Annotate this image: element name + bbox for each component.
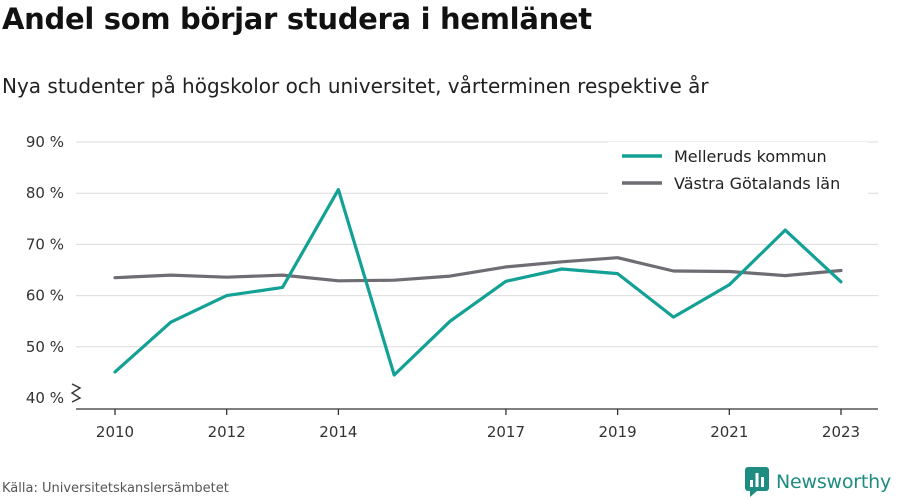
- x-tick-label: 2012: [208, 423, 246, 441]
- legend-label: Melleruds kommun: [674, 147, 827, 166]
- brand-logo: Newsworthy: [745, 466, 891, 498]
- y-tick-label: 80 %: [26, 184, 64, 202]
- x-tick-label: 2021: [710, 423, 748, 441]
- y-tick-label: 70 %: [26, 235, 64, 253]
- chart-subtitle: Nya studenter på högskolor och universit…: [2, 74, 709, 98]
- legend-background: [608, 142, 868, 204]
- series-line-vastra-gotalands-lan: [113, 256, 843, 283]
- x-axis-labels: 2010 2012 2014 2017 2019 2021 2023: [96, 423, 860, 441]
- x-axis: [76, 408, 878, 415]
- bar-chart-logo-icon: [745, 467, 769, 497]
- x-tick-label: 2019: [599, 423, 637, 441]
- series-line-melleruds-kommun: [113, 188, 843, 377]
- x-tick-label: 2010: [96, 423, 134, 441]
- brand-name: Newsworthy: [776, 471, 892, 493]
- y-tick-label: 90 %: [26, 133, 64, 151]
- legend: Melleruds kommun Västra Götalands län: [608, 142, 868, 204]
- series-lines: [113, 188, 843, 377]
- x-tick-label: 2023: [822, 423, 860, 441]
- chart-title: Andel som börjar studera i hemlänet: [2, 2, 592, 36]
- x-tick-label: 2014: [319, 423, 357, 441]
- y-axis-labels: 40 % 50 % 60 % 70 % 80 % 90 %: [26, 133, 64, 407]
- y-tick-label: 50 %: [26, 338, 64, 356]
- legend-label: Västra Götalands län: [674, 174, 840, 193]
- y-tick-label: 40 %: [26, 389, 64, 407]
- axis-break-icon: [70, 383, 82, 403]
- x-tick-label: 2017: [487, 423, 525, 441]
- line-chart: 40 %50 %60 %70 %80 %90 % 2010 2012 2014 201…: [26, 133, 878, 441]
- source-note: Källa: Universitetskanslersämbetet: [2, 481, 229, 496]
- y-tick-label: 60 %: [26, 287, 64, 305]
